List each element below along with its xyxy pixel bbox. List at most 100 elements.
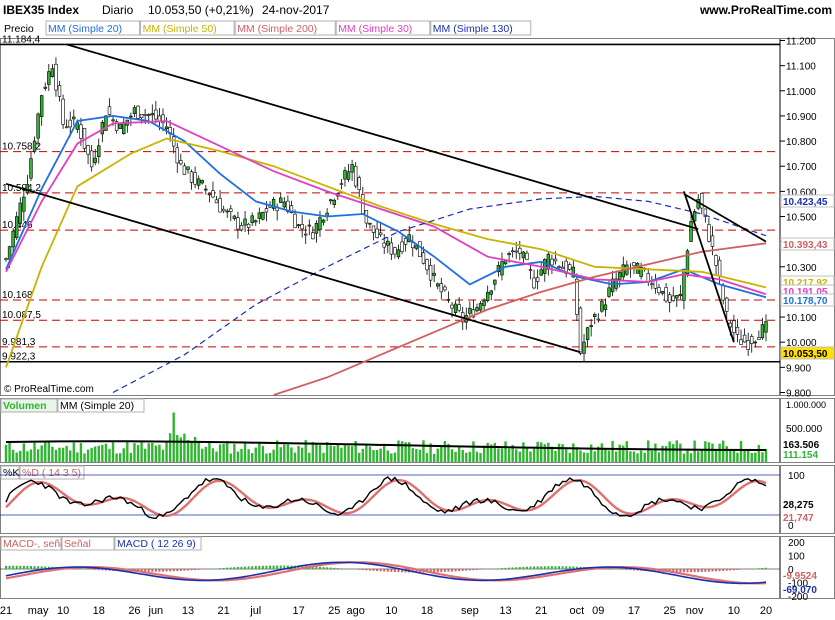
volume-bar — [568, 452, 571, 462]
volume-bar — [454, 451, 457, 462]
volume-bar — [197, 440, 200, 462]
volume-bar — [115, 453, 118, 462]
volume-bar — [372, 450, 375, 462]
macd-hist-label: MACD-, señal — [3, 538, 68, 550]
axis-badge-label-4: 10.178,70 — [783, 296, 828, 307]
volume-bar — [686, 448, 689, 462]
macd-hist-bar — [197, 569, 200, 570]
volume-bar — [450, 449, 454, 462]
axis-badge-5 — [780, 346, 835, 360]
axis-badge-4 — [780, 293, 835, 307]
volume-bar — [689, 453, 693, 462]
macd-hist-bar — [326, 567, 329, 569]
volume-bar — [204, 446, 208, 462]
candle-body — [171, 136, 176, 147]
volume-bar — [261, 445, 265, 462]
x-axis-label: 18 — [421, 605, 433, 617]
candle-body — [368, 222, 372, 225]
candle-body — [293, 213, 297, 229]
volume-bar — [375, 449, 379, 462]
volume-bar — [543, 444, 546, 462]
volume-bar — [19, 450, 22, 462]
macd-hist-bar — [550, 566, 553, 569]
macd-hist-bar — [468, 569, 471, 571]
volume-bar — [318, 445, 322, 462]
volume-bar — [668, 441, 671, 462]
macd-hist-bar — [336, 568, 339, 569]
macd-hist-bar — [429, 569, 432, 573]
candle-body — [571, 266, 576, 278]
x-axis-label: 21 — [0, 605, 12, 617]
macd-hist-bar — [386, 569, 389, 572]
candle-body — [189, 171, 194, 183]
candle-body — [710, 235, 715, 247]
macd-hist-bar — [368, 569, 371, 571]
volume-bar — [643, 452, 646, 462]
y-tick-label: 11.200 — [786, 37, 816, 48]
candle-body — [560, 266, 565, 269]
volume-bar — [415, 448, 418, 462]
volume-bar — [675, 440, 678, 462]
volume-bar — [664, 446, 668, 462]
candle-body — [585, 327, 590, 341]
candle-body — [403, 238, 408, 245]
candle-body — [64, 126, 69, 129]
volume-bar — [143, 448, 147, 462]
volume-bar — [536, 441, 539, 462]
volume-ma-tag — [57, 398, 145, 413]
macd-hist-bar — [454, 569, 457, 572]
candle-body — [175, 147, 179, 164]
candle-body — [650, 283, 654, 286]
volume-bar — [365, 444, 368, 462]
volume-bar — [15, 452, 18, 462]
candle-body — [200, 180, 204, 184]
macd-hist-bar — [144, 569, 147, 572]
macd-hist-bar — [443, 569, 446, 572]
volume-bar — [183, 433, 186, 462]
x-axis-label: 13 — [182, 605, 194, 617]
x-axis-label: 10 — [57, 605, 69, 617]
macd-hist-bar — [540, 566, 543, 569]
macd-hist-bar — [240, 566, 243, 569]
macd-hist-bar — [686, 569, 689, 573]
volume-bar — [475, 451, 479, 462]
panel-frame-1 — [0, 38, 780, 396]
candle-body — [139, 114, 144, 118]
volume-bar — [158, 444, 161, 462]
candle-body — [86, 145, 90, 155]
volume-bar — [215, 451, 218, 462]
macd-hist-bar — [568, 566, 571, 569]
volume-bar — [764, 448, 768, 462]
macd-hist-bar — [704, 569, 707, 572]
indicator-label-3: MM (Simple 30) — [338, 23, 412, 35]
volume-bar — [579, 450, 582, 462]
y-tick-label: 10.300 — [786, 263, 817, 274]
chart-header: IBEX35 Index Diario 10.053,50 (+0,21%) 2… — [0, 0, 835, 20]
volume-bar — [354, 440, 357, 462]
volume-bar — [529, 451, 532, 462]
axis-badge-label-3: 10.191,05 — [783, 287, 828, 298]
macd-hist-bar — [575, 566, 578, 569]
stoch-k-line — [5, 476, 767, 520]
volume-bar — [429, 443, 432, 462]
volume-bar — [575, 447, 579, 462]
axis-badge-label-0: 10.423,45 — [783, 197, 828, 208]
candle-body — [660, 291, 665, 294]
candle-body — [568, 264, 572, 270]
candle-body — [343, 170, 347, 180]
indicator-tag-0 — [45, 20, 141, 36]
candle-body — [682, 271, 686, 301]
candle-body — [685, 250, 690, 274]
volume-bar — [308, 452, 311, 462]
volume-bar — [661, 445, 664, 462]
candle-body — [314, 223, 319, 234]
candle-body — [603, 304, 608, 310]
macd-hist-bar — [215, 568, 218, 569]
candle-body — [122, 121, 126, 135]
macd-hist-bar — [172, 569, 175, 572]
volume-bar — [654, 443, 657, 462]
candle-body — [182, 165, 187, 175]
candle-body — [750, 336, 754, 344]
macd-hist-bar — [12, 565, 15, 569]
macd-hist-bar — [276, 565, 279, 569]
